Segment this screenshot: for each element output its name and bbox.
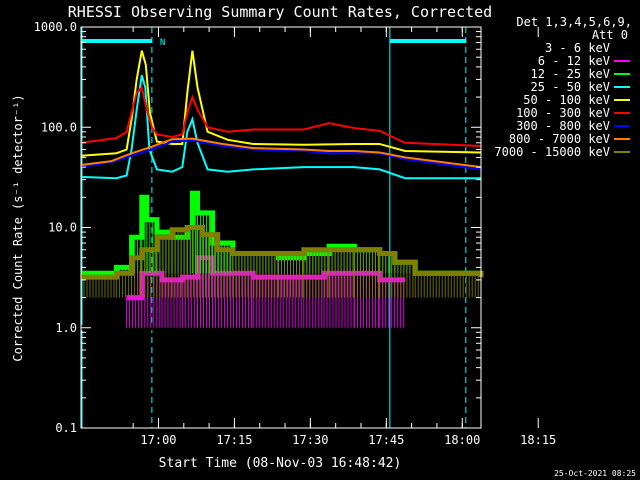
legend-label-2: 12 - 25 keV [531, 67, 610, 81]
legend-header-line-1: Det 1,3,4,5,6,9, [516, 15, 632, 29]
y-tick-label-2: 10.0 [48, 221, 77, 235]
chart-title: RHESSI Observing Summary Count Rates, Co… [68, 3, 492, 21]
x-tick-label-0: 17:00 [140, 433, 176, 447]
x-tick-label-1: 17:15 [216, 433, 252, 447]
y-axis-label: Corrected Count Rate (s⁻¹ detector⁻¹) [11, 94, 25, 361]
y-tick-label-0: 0.1 [55, 421, 77, 435]
y-tick-label-1: 1.0 [55, 321, 77, 335]
y-tick-label-4: 1000.0 [34, 20, 77, 34]
legend-header-line-2: Att 0 [592, 28, 628, 42]
legend-label-5: 100 - 300 keV [516, 106, 610, 120]
night-marker: N [160, 38, 165, 48]
series-6-line [80, 139, 482, 171]
legend-label-3: 25 - 50 keV [531, 80, 610, 94]
x-tick-label-2: 17:30 [292, 433, 328, 447]
series-3-line [80, 75, 481, 180]
legend-label-7: 800 - 7000 keV [509, 132, 610, 146]
series-1-band [126, 257, 405, 328]
x-tick-label-4: 18:00 [444, 433, 480, 447]
legend-label-4: 50 - 100 keV [523, 93, 610, 107]
legend-label-6: 300 - 800 keV [516, 119, 610, 133]
x-tick-label-5: 18:15 [520, 433, 556, 447]
x-tick-label-3: 17:45 [368, 433, 404, 447]
legend-label-8: 7000 - 15000 keV [494, 145, 610, 159]
series-5-line [80, 85, 482, 147]
x-axis-label: Start Time (08-Nov-03 16:48:42) [159, 456, 402, 471]
plot-area: N 0.1 1.0 10.0 100.0 1000.0 17:00 17:15 17:30 17:… [34, 20, 557, 447]
legend-label-0: 3 - 6 keV [545, 41, 610, 55]
series-7-line [80, 137, 482, 169]
y-tick-label-3: 100.0 [41, 120, 77, 134]
legend-label-1: 6 - 12 keV [538, 54, 610, 68]
generation-timestamp: 25-Oct-2021 08:25 [554, 469, 636, 478]
